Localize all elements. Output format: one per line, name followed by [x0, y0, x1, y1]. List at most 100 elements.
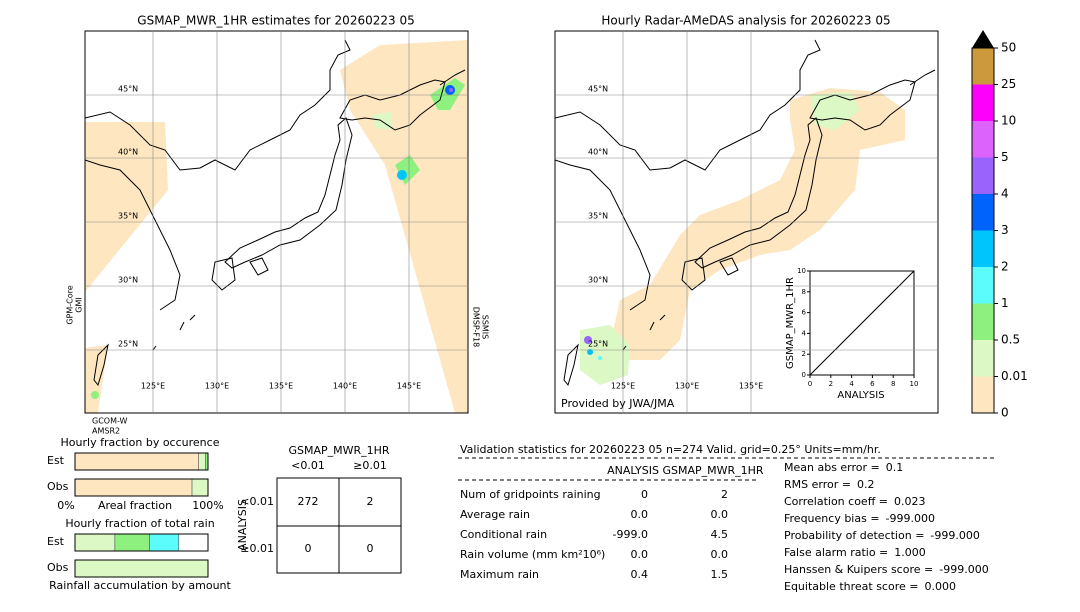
- colorbar-label: 1: [1001, 296, 1009, 310]
- score: RMS error = 0.2: [784, 478, 874, 491]
- score-label: Correlation coeff =: [784, 495, 888, 508]
- colorbar-label: 0.5: [1001, 333, 1020, 347]
- table-cell: 0.0: [711, 508, 729, 521]
- y-tick-label: 6: [802, 309, 807, 317]
- satellite-label: SSMIS: [481, 315, 490, 340]
- lat-label: 35°N: [118, 212, 138, 221]
- colorbar-segment: [972, 376, 994, 413]
- score-value: -999.000: [939, 563, 988, 576]
- y-tick-label: 8: [802, 288, 806, 296]
- bar-frame: [74, 533, 209, 552]
- credit: Provided by JWA/JMA: [561, 397, 675, 410]
- score-value: 1.000: [894, 546, 926, 559]
- axis-label: Areal fraction: [98, 499, 172, 512]
- lon-label: 125°E: [141, 382, 165, 391]
- left-map: [85, 39, 468, 413]
- table-cell: 272: [298, 495, 319, 508]
- row-label: Est: [47, 454, 65, 467]
- x-tick-label: 10: [910, 380, 919, 388]
- colorbar-segment: [972, 121, 994, 158]
- table-cell: 0.0: [631, 548, 649, 561]
- table-cell: 1.5: [711, 568, 729, 581]
- row-label: Maximum rain: [460, 568, 539, 581]
- axis-label: 0%: [57, 499, 74, 512]
- score-label: Probability of detection =: [784, 529, 924, 542]
- score-label: RMS error =: [784, 478, 851, 491]
- table-cell: -999.0: [613, 528, 648, 541]
- fraction-bar: [149, 533, 179, 552]
- lon-label: 135°E: [269, 382, 293, 391]
- colorbar-label: 25: [1001, 77, 1016, 91]
- y-tick-label: 0: [802, 371, 806, 379]
- colorbar-segment: [972, 340, 994, 377]
- colorbar-segment: [972, 303, 994, 340]
- row-label: Average rain: [460, 508, 530, 521]
- column-label: <0.01: [291, 459, 325, 472]
- colorbar-segment: [972, 194, 994, 231]
- colorbar-segment: [972, 157, 994, 194]
- y-tick-label: 2: [802, 350, 806, 358]
- colorbar-segment: [972, 230, 994, 267]
- colorbar-label: 2: [1001, 260, 1009, 274]
- right-map: [555, 39, 936, 386]
- score-value: 0.2: [857, 478, 875, 491]
- x-tick-label: 4: [849, 380, 854, 388]
- column-header: GSMAP_MWR_1HR: [662, 464, 763, 477]
- score-value: 0.023: [894, 495, 926, 508]
- lon-label: 130°E: [205, 382, 229, 391]
- colorbar-label: 0.01: [1001, 369, 1028, 383]
- row-title: ANALYSIS: [236, 499, 249, 551]
- row-label: Est: [47, 535, 65, 548]
- fraction-bar: [74, 452, 199, 471]
- column-label: ≥0.01: [353, 459, 387, 472]
- lon-label: 140°E: [333, 382, 357, 391]
- score-label: Frequency bias =: [784, 512, 880, 525]
- score: Correlation coeff = 0.023: [784, 495, 926, 508]
- lat-label: 45°N: [118, 85, 138, 94]
- colorbar-label: 5: [1001, 150, 1009, 164]
- lat-label: 45°N: [588, 85, 608, 94]
- table-cell: 0.0: [711, 548, 729, 561]
- row-label: <0.01: [240, 495, 274, 508]
- x-tick-label: 0: [808, 380, 812, 388]
- score: Probability of detection = -999.000: [784, 529, 980, 542]
- fraction-bar: [74, 478, 193, 497]
- score: Frequency bias = -999.000: [784, 512, 935, 525]
- colorbar-label: 0: [1001, 406, 1009, 420]
- satellite-label: GPM-Core: [66, 285, 75, 324]
- panel-title: Hourly fraction of total rain: [65, 517, 214, 530]
- satellite-label: GMI: [75, 297, 84, 312]
- x-tick-label: 8: [891, 380, 895, 388]
- map-title: Hourly Radar-AMeDAS analysis for 2026022…: [601, 14, 890, 28]
- score: Equitable threat score = 0.000: [784, 580, 956, 593]
- score-value: 0.000: [924, 580, 956, 593]
- y-tick-label: 4: [802, 329, 807, 337]
- score-value: -999.000: [930, 529, 979, 542]
- x-tick-label: 2: [829, 380, 833, 388]
- colorbar-segment: [972, 48, 994, 85]
- row-label: Num of gridpoints raining: [460, 488, 601, 501]
- y-tick-label: 10: [797, 267, 806, 275]
- column-header: ANALYSIS: [607, 464, 659, 477]
- bar-frame: [74, 452, 209, 471]
- score-label: Mean abs error =: [784, 461, 880, 474]
- table-title: GSMAP_MWR_1HR: [288, 444, 389, 457]
- lat-label: 40°N: [118, 148, 138, 157]
- row-label: Conditional rain: [460, 528, 547, 541]
- colorbar-extend: [972, 30, 994, 48]
- bar-frame: [74, 478, 209, 497]
- table-cell: 0: [367, 542, 374, 555]
- fraction-bar: [74, 559, 209, 578]
- score-value: -999.000: [886, 512, 935, 525]
- score: Mean abs error = 0.1: [784, 461, 903, 474]
- table-cell: 0.0: [631, 508, 649, 521]
- lat-label: 30°N: [588, 276, 608, 285]
- fraction-bar: [198, 452, 206, 471]
- fraction-bar: [74, 533, 116, 552]
- bar-frame: [74, 559, 209, 578]
- axis-label: GSMAP_MWR_1HR: [785, 277, 796, 369]
- score-value: 0.1: [886, 461, 904, 474]
- row-label: Rain volume (mm km²10⁶): [460, 548, 605, 561]
- inset-diagonal: [809, 270, 915, 376]
- lon-label: 130°E: [675, 382, 699, 391]
